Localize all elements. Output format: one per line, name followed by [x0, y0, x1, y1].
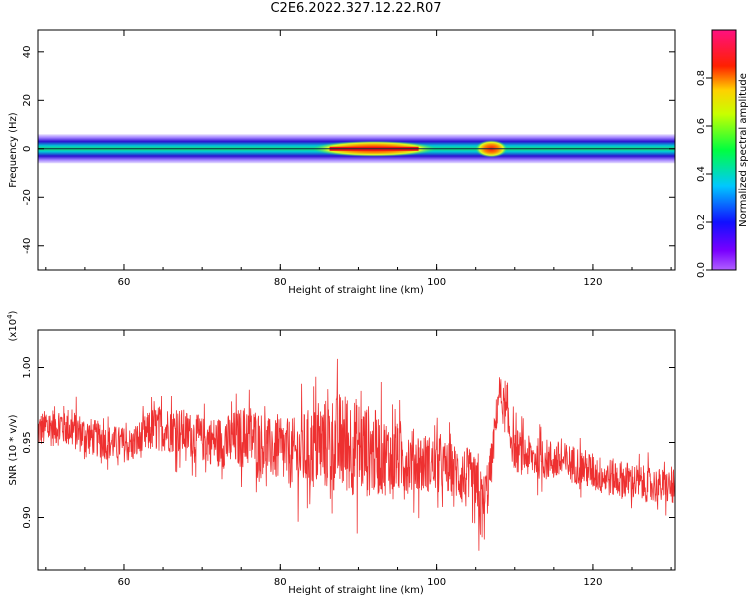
snr-x-tick-label: 80: [274, 577, 287, 588]
snr-x-tick-label: 100: [427, 577, 446, 588]
colorbar-tick-label: 0.4: [696, 166, 707, 182]
spectrum-x-tick-label: 120: [583, 277, 602, 288]
spectrum-y-tick-label: 20: [22, 94, 33, 107]
snr-x-tick-label: 120: [583, 577, 602, 588]
colorbar-tick-label: 0.2: [696, 214, 707, 230]
spectrum-x-tick-label: 100: [427, 277, 446, 288]
colorbar-tick-label: 0.6: [696, 118, 707, 134]
chart-title: C2E6.2022.327.12.22.R07: [270, 1, 442, 16]
snr-y-tick-label: 0.90: [22, 506, 33, 528]
spectrum-x-axis-label: Height of straight line (km): [288, 285, 424, 296]
spectrum-y-tick-label: -20: [22, 189, 33, 205]
spectrum-x-tick-label: 80: [274, 277, 287, 288]
snr-plot-frame: [37, 329, 676, 571]
snr-y-tick-label: 1.00: [22, 356, 33, 378]
colorbar-ticks: 0.0 0.2 0.4 0.6 0.8: [696, 70, 712, 278]
spectrum-y-tick-label: -40: [22, 238, 33, 254]
colorbar-tick-label: 0.8: [696, 70, 707, 86]
spectrum-y-ticks: 40 20 0 -20 -40: [22, 45, 675, 254]
snr-panel: 60 80 100 120 1.00 0.95 0.90 Height of straig…: [6, 310, 676, 596]
colorbar-label: Normalized spectral amplitude: [738, 73, 749, 227]
snr-y-axis-label: SNR (10 * v/v): [8, 414, 19, 485]
snr-series: [37, 358, 676, 551]
spectrum-plot-frame: [37, 29, 676, 271]
spectrum-x-ticks: 60 80 100 120: [45, 30, 672, 288]
colorbar-tick-label: 0.0: [696, 262, 707, 278]
snr-x-ticks: 60 80 100 120: [45, 330, 672, 588]
spectrum-heatmap: [38, 134, 675, 164]
snr-y-multiplier: (x104): [6, 310, 19, 341]
spectrum-y-tick-label: 40: [22, 45, 33, 58]
spectrum-panel: 60 80 100 120 40 20 0 -20 -40 Height of straigh…: [8, 29, 676, 296]
snr-y-tick-label: 0.95: [22, 431, 33, 453]
colorbar-gradient: [711, 29, 737, 271]
snr-series-line: [37, 358, 676, 551]
spectrum-y-axis-label: Frequency (Hz): [8, 112, 19, 188]
spectrum-x-tick-label: 60: [118, 277, 131, 288]
snr-x-tick-label: 60: [118, 577, 131, 588]
colorbar: 0.0 0.2 0.4 0.6 0.8 Normalized spectral ampl…: [696, 29, 749, 278]
snr-y-ticks: 1.00 0.95 0.90: [22, 356, 675, 529]
snr-x-axis-label: Height of straight line (km): [288, 585, 424, 596]
spectrum-y-tick-label: 0: [22, 146, 33, 152]
